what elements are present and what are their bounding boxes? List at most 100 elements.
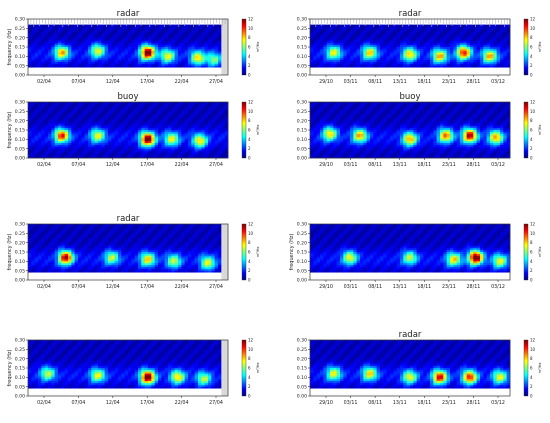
colorbar-tick-label: 0 <box>248 73 251 78</box>
heatmap-cell <box>463 41 467 44</box>
heatmap-cell <box>54 156 59 159</box>
heatmap-cell <box>161 103 165 107</box>
heatmap-cell <box>101 139 105 142</box>
heatmap-cell <box>34 122 39 125</box>
heatmap-cell <box>78 154 82 157</box>
heatmap-cell <box>148 39 152 42</box>
heatmap-cell <box>41 143 45 146</box>
heatmap-cell <box>356 30 361 33</box>
heatmap-cell <box>74 131 79 135</box>
heatmap-cell <box>34 144 39 148</box>
heatmap-cell <box>124 39 129 42</box>
heatmap-cell <box>188 37 192 40</box>
heatmap-cell <box>316 35 321 38</box>
heatmap-cell <box>28 71 32 74</box>
heatmap-cell <box>121 107 125 110</box>
heatmap-cell <box>493 39 497 42</box>
heatmap-cell <box>91 154 95 157</box>
heatmap-cell <box>108 58 112 61</box>
heatmap-cell <box>101 45 105 48</box>
heatmap-cell <box>333 30 337 33</box>
heatmap-cell <box>41 73 45 76</box>
heatmap-cell <box>208 30 212 33</box>
heatmap-cell <box>108 128 112 131</box>
heatmap-cell <box>164 71 169 74</box>
heatmap-cell <box>74 58 79 61</box>
heatmap-cell <box>370 32 374 35</box>
heatmap-cell <box>44 35 49 38</box>
heatmap-cell <box>71 47 75 50</box>
heatmap-cell <box>426 28 431 31</box>
heatmap-cell <box>406 69 411 72</box>
heatmap-cell <box>54 126 59 129</box>
heatmap-cell <box>68 154 72 157</box>
heatmap-cell <box>58 63 62 66</box>
heatmap-cell <box>98 109 102 112</box>
heatmap-cell <box>178 67 182 70</box>
heatmap-cell <box>323 41 327 44</box>
heatmap-cell <box>353 32 357 35</box>
heatmap-cell <box>423 67 427 70</box>
heatmap-cell <box>71 150 75 153</box>
heatmap-cell <box>178 28 182 31</box>
heatmap-cell <box>94 19 99 22</box>
heatmap-cell <box>326 48 331 52</box>
heatmap-cell <box>101 152 105 155</box>
heatmap-cell <box>31 150 35 153</box>
heatmap-cell <box>460 43 464 46</box>
heatmap-cell <box>84 43 89 46</box>
heatmap-cell <box>138 45 142 48</box>
heatmap-cell <box>164 50 169 53</box>
heatmap-cell <box>164 20 169 24</box>
heatmap-cell <box>161 131 165 135</box>
heatmap-cell <box>443 35 447 38</box>
heatmap-cell <box>151 141 155 144</box>
heatmap-cell <box>78 118 82 121</box>
heatmap-cell <box>208 20 212 24</box>
heatmap-cell <box>71 32 75 35</box>
heatmap-cell <box>61 71 65 74</box>
heatmap-cell <box>456 69 461 72</box>
heatmap-cell <box>486 60 491 63</box>
heatmap-cell <box>453 69 457 72</box>
heatmap-cell <box>486 47 491 50</box>
heatmap-cell <box>144 73 149 76</box>
heatmap-cell <box>323 52 327 55</box>
heatmap-cell <box>181 65 185 68</box>
heatmap-cell <box>490 20 494 24</box>
heatmap-cell <box>31 144 35 148</box>
heatmap-cell <box>218 56 222 59</box>
heatmap-cell <box>31 137 35 140</box>
heatmap-cell <box>61 69 65 72</box>
heatmap-cell <box>138 105 142 108</box>
heatmap-cell <box>131 52 135 55</box>
heatmap-cell <box>84 131 89 135</box>
heatmap-cell <box>68 103 72 107</box>
heatmap-cell <box>151 35 155 38</box>
heatmap-cell <box>396 22 401 25</box>
heatmap-cell <box>490 61 494 65</box>
heatmap-cell <box>383 60 387 63</box>
heatmap-cell <box>383 73 387 76</box>
heatmap-cell <box>88 67 92 70</box>
heatmap-cell <box>460 19 464 22</box>
heatmap-cell <box>28 37 32 40</box>
heatmap-cell <box>188 73 192 76</box>
heatmap-cell <box>81 45 85 48</box>
heatmap-cell <box>91 156 95 159</box>
heatmap-cell <box>108 43 112 46</box>
heatmap-cell <box>370 20 374 24</box>
heatmap-cell <box>141 43 145 46</box>
heatmap-cell <box>346 50 351 53</box>
heatmap-cell <box>184 60 189 63</box>
heatmap-cell <box>38 120 42 123</box>
heatmap-cell <box>141 65 145 68</box>
heatmap-cell <box>174 43 179 46</box>
heatmap-cell <box>450 32 454 35</box>
heatmap-cell <box>138 56 142 59</box>
heatmap-cell <box>403 63 407 66</box>
heatmap-cell <box>138 35 142 38</box>
heatmap-cell <box>320 71 324 74</box>
heatmap-cell <box>118 150 122 153</box>
heatmap-cell <box>28 135 32 138</box>
